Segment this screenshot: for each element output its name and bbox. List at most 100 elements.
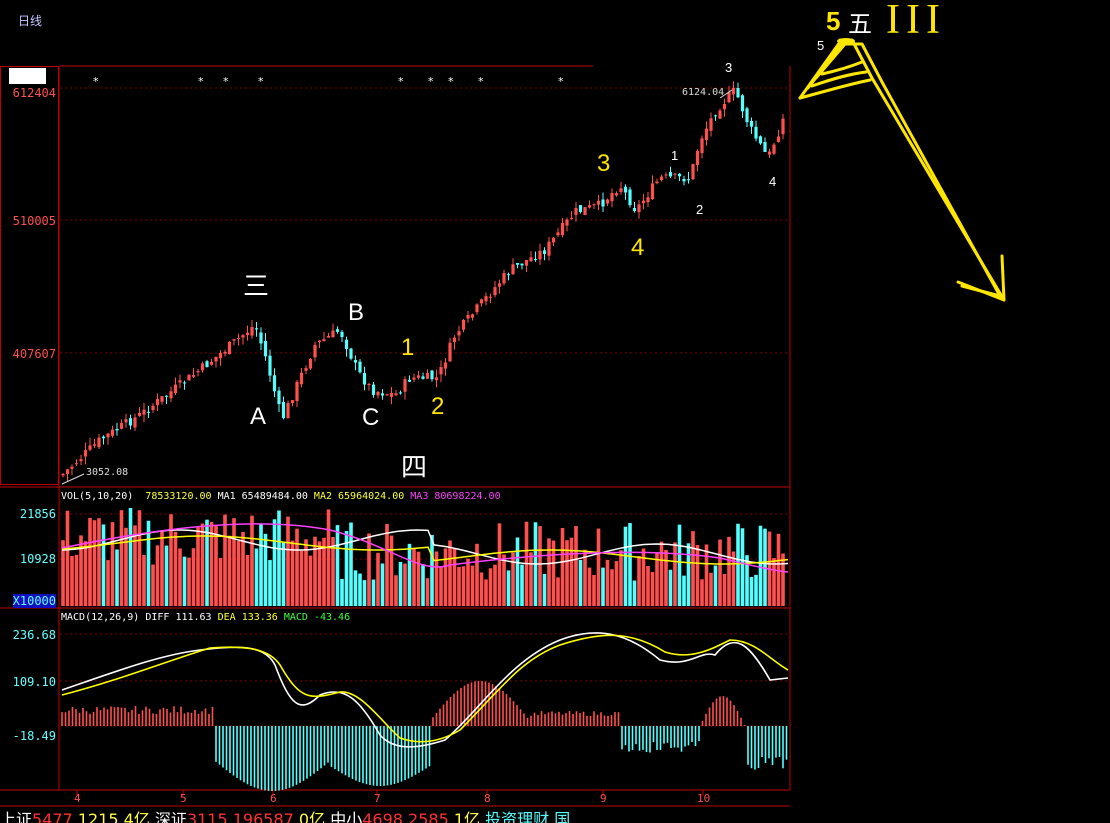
volume-bar: [331, 536, 335, 606]
price-candle: [691, 164, 695, 180]
price-candle: [547, 241, 551, 256]
event-star[interactable]: *: [258, 75, 264, 88]
volume-bar: [754, 574, 758, 606]
price-candle: [695, 150, 700, 166]
event-star[interactable]: *: [428, 75, 434, 88]
volume-tick: 21856: [19, 507, 56, 521]
volume-bar: [457, 566, 461, 606]
price-candle: [70, 466, 74, 469]
price-candle: [623, 186, 628, 193]
price-candle: [281, 401, 286, 419]
wave-label-c: C: [362, 404, 380, 431]
event-star[interactable]: *: [478, 75, 484, 88]
volume-bar: [502, 554, 506, 606]
event-star[interactable]: *: [223, 75, 229, 88]
ma2-label: MA2: [313, 491, 332, 502]
sh-value: 5477: [32, 810, 73, 823]
price-candle: [344, 339, 349, 350]
x-tick: 5: [180, 792, 187, 805]
volume-bar: [254, 548, 259, 606]
price-candle: [277, 390, 281, 405]
volume-bar: [232, 518, 236, 606]
price-candle: [304, 368, 308, 371]
event-star[interactable]: *: [398, 75, 404, 88]
price-candle: [241, 335, 245, 338]
market-ticker[interactable]: 上证5477 1215 4亿 深证3115 196587 0亿 中小4698 2…: [0, 806, 792, 823]
volume-bar: [92, 520, 97, 606]
price-candle: [713, 115, 718, 117]
price-candle: [502, 273, 506, 284]
price-candle: [475, 304, 479, 313]
volume-bar: [641, 548, 646, 606]
macd-tick: 109.10: [12, 675, 56, 689]
price-candle: [236, 337, 241, 339]
price-candle: [574, 208, 578, 215]
volume-bar: [632, 580, 637, 606]
price-candle: [767, 151, 772, 155]
ma2-value: 65964024.00: [338, 491, 405, 502]
volume-bar: [556, 577, 560, 606]
price-candle: [223, 351, 227, 354]
volume-bar: [655, 552, 659, 606]
volume-bar: [529, 552, 533, 606]
volume-bar: [745, 555, 749, 606]
price-candle: [313, 344, 317, 358]
volume-bar: [322, 537, 326, 606]
x-tick: 6: [270, 792, 277, 805]
price-candle: [79, 459, 83, 462]
volume-bar: [623, 526, 628, 606]
wave-label-1: 1: [401, 334, 415, 361]
volume-bar: [592, 574, 596, 606]
volume-bar: [650, 572, 655, 606]
zx-change: 2585: [408, 810, 449, 823]
price-candle: [92, 444, 97, 446]
event-star[interactable]: *: [448, 75, 454, 88]
event-star[interactable]: *: [198, 75, 204, 88]
price-candle: [83, 450, 88, 457]
price-candle: [200, 363, 205, 371]
price-candle: [227, 341, 232, 355]
price-candle: [358, 361, 362, 373]
price-candle: [407, 379, 412, 382]
volume-bar: [569, 537, 574, 606]
price-candle: [317, 340, 322, 343]
high-price-label: 6124.04: [682, 87, 725, 98]
event-star[interactable]: *: [558, 75, 564, 88]
volume-bar: [164, 545, 169, 606]
price-candle: [740, 95, 745, 112]
volume-bar: [308, 555, 313, 606]
volume-bar: [137, 510, 142, 606]
price-tick: 407607: [12, 347, 56, 361]
volume-bar: [227, 535, 232, 606]
price-candle: [110, 429, 115, 436]
volume-bar: [538, 526, 542, 606]
volume-bar: [439, 566, 443, 606]
subwave-label-4: 4: [769, 174, 777, 189]
volume-bar: [142, 554, 146, 606]
zx-amount: 1亿: [453, 810, 481, 823]
volume-bar: [614, 561, 619, 606]
volume-bar: [79, 535, 83, 606]
volume-unit: X10000: [12, 594, 56, 608]
volume-bar: [677, 524, 682, 606]
volume-bar: [241, 532, 245, 606]
sz-amount: 0亿: [298, 810, 326, 823]
event-star[interactable]: *: [93, 75, 99, 88]
price-candle: [515, 263, 520, 265]
price-candle: [569, 217, 574, 219]
volume-bar: [250, 515, 254, 606]
price-candle: [731, 87, 736, 95]
price-candle: [448, 342, 452, 362]
price-candle: [754, 126, 758, 139]
price-candle: [205, 361, 209, 368]
price-candle: [421, 376, 425, 379]
price-candle: [416, 375, 421, 378]
promo-link[interactable]: 投资理财 国: [485, 810, 571, 823]
x-tick: 4: [74, 792, 81, 805]
macd-value: -43.46: [313, 612, 351, 623]
zx-label: 中小: [330, 810, 363, 823]
volume-bar: [313, 536, 317, 606]
volume-bar: [731, 551, 736, 606]
price-candle: [173, 384, 178, 394]
volume-bar: [173, 531, 178, 606]
